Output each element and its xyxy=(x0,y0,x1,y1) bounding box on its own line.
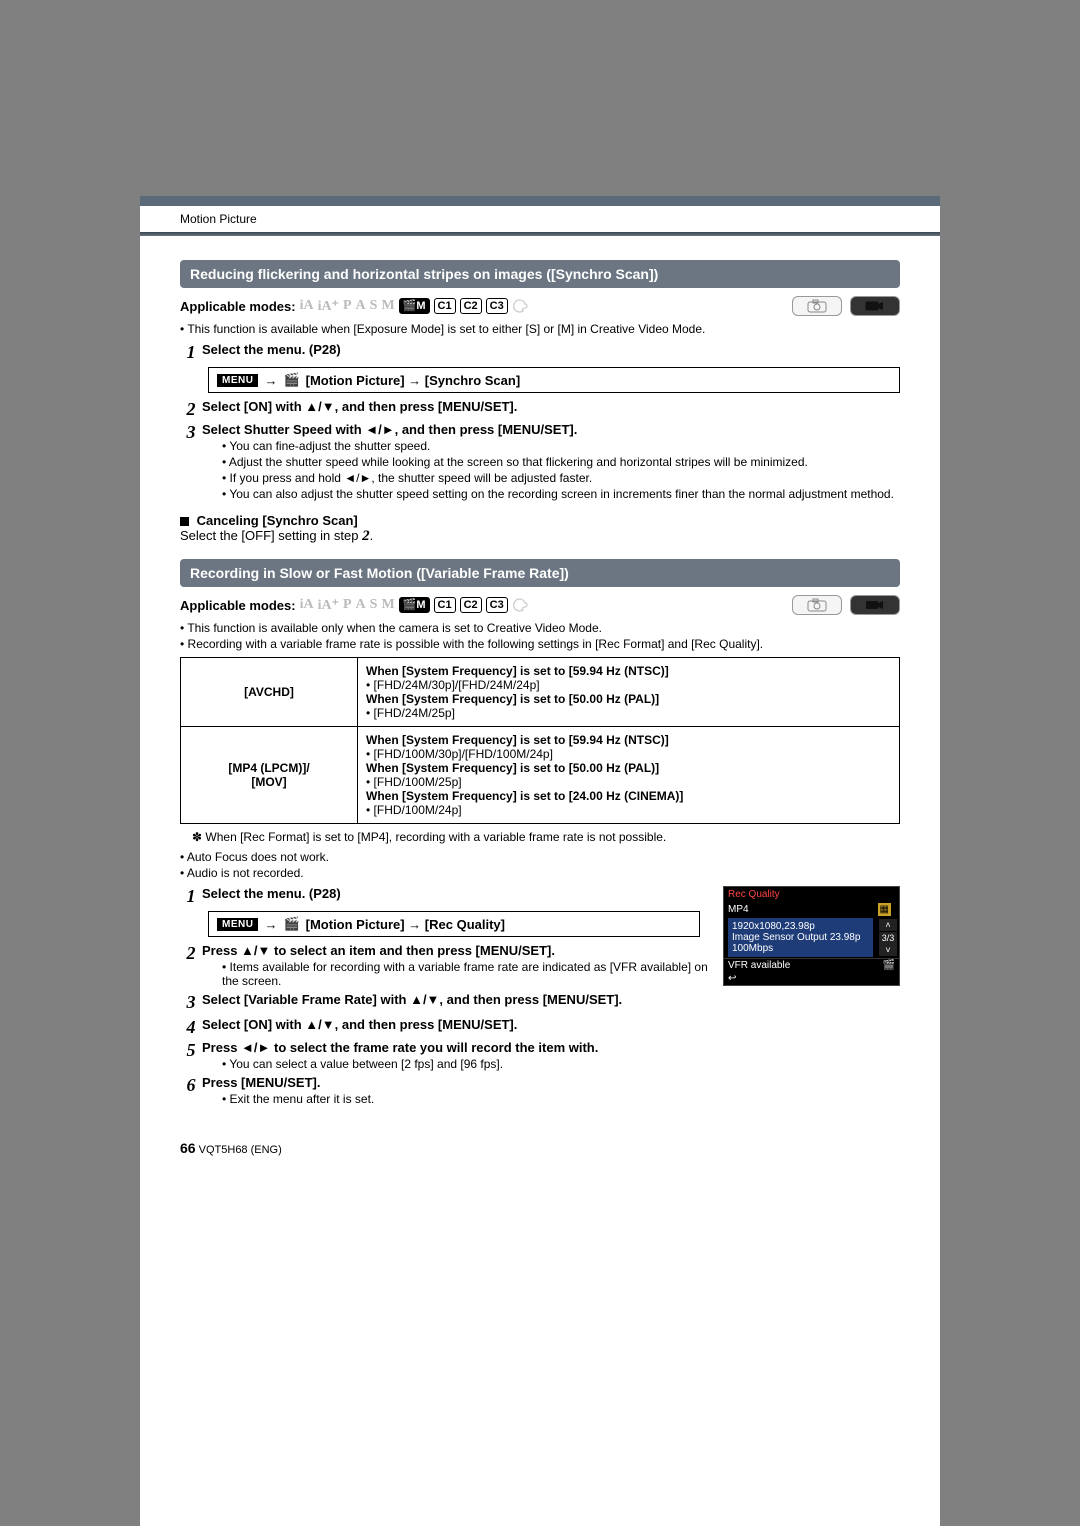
video-mode-icon xyxy=(850,296,900,316)
mode-m-icon: M xyxy=(381,298,394,314)
step-number: 3 xyxy=(180,422,202,443)
note-text: • Audio is not recorded. xyxy=(180,866,900,880)
note-text: • This function is available when [Expos… xyxy=(180,322,900,336)
table-cell-format: [MP4 (LPCM)]/ [MOV] xyxy=(181,727,358,824)
photo-mode-icon xyxy=(792,595,842,615)
table-cell-format: [AVCHD] xyxy=(181,658,358,727)
step-number: 1 xyxy=(180,886,202,907)
menu-path-box: MENU → 🎬 [Motion Picture] → [Synchro Sca… xyxy=(208,367,900,393)
section-title-variable-frame-rate: Recording in Slow or Fast Motion ([Varia… xyxy=(180,559,900,587)
step-text: Select the menu. (P28) xyxy=(202,886,713,901)
table-cell-detail: When [System Frequency] is set to [59.94… xyxy=(358,658,900,727)
step-number: 1 xyxy=(180,342,202,363)
mode-palette-icon xyxy=(512,299,528,313)
format-spec-table: [AVCHD] When [System Frequency] is set t… xyxy=(180,657,900,824)
cancel-heading: Canceling [Synchro Scan] xyxy=(197,513,358,528)
square-bullet-icon xyxy=(180,517,189,526)
asterisk-note: ✽ When [Rec Format] is set to [MP4], rec… xyxy=(192,830,900,844)
mode-palette-icon xyxy=(512,598,528,612)
sub-bullet: • You can also adjust the shutter speed … xyxy=(222,487,900,501)
step-number: 3 xyxy=(180,992,202,1013)
sub-bullet: • You can select a value between [2 fps]… xyxy=(222,1057,900,1071)
photo-mode-icon xyxy=(792,296,842,316)
menu-badge: MENU xyxy=(217,374,258,387)
menu-path-box: MENU → 🎬 [Motion Picture] → [Rec Quality… xyxy=(208,911,700,937)
scroll-down-icon: ˅ xyxy=(879,944,897,956)
mode-c3-icon: C3 xyxy=(486,597,508,613)
motion-picture-icon: 🎬 xyxy=(283,916,299,932)
applicable-modes-row-1: Applicable modes: iA iA⁺ P A S M 🎬M C1 C… xyxy=(180,296,900,316)
mode-c2-icon: C2 xyxy=(460,298,482,314)
sub-bullet: • Exit the menu after it is set. xyxy=(222,1092,900,1106)
step-text: Press ▲/▼ to select an item and then pre… xyxy=(202,943,713,958)
mode-c3-icon: C3 xyxy=(486,298,508,314)
step-text: Select [Variable Frame Rate] with ▲/▼, a… xyxy=(202,992,900,1007)
sub-bullet: • Adjust the shutter speed while looking… xyxy=(222,455,900,469)
menu-badge: MENU xyxy=(217,918,258,931)
mode-creative-video-icon: 🎬M xyxy=(399,597,430,613)
scroll-up-icon: ˄ xyxy=(879,919,897,931)
note-text: • Auto Focus does not work. xyxy=(180,850,900,864)
note-text: • This function is available only when t… xyxy=(180,621,900,635)
step-number: 5 xyxy=(180,1040,202,1061)
mode-c1-icon: C1 xyxy=(434,597,456,613)
sub-bullet: • Items available for recording with a v… xyxy=(222,960,713,988)
motion-picture-icon: 🎬 xyxy=(283,372,299,388)
step-number: 2 xyxy=(180,399,202,420)
codec-badge-icon: ▦ xyxy=(878,903,891,916)
sub-bullet: • If you press and hold ◄/►, the shutter… xyxy=(222,471,900,485)
mode-c2-icon: C2 xyxy=(460,597,482,613)
section-title-synchro-scan: Reducing flickering and horizontal strip… xyxy=(180,260,900,288)
sub-bullet: • You can fine-adjust the shutter speed. xyxy=(222,439,900,453)
step-text: Press ◄/► to select the frame rate you w… xyxy=(202,1040,900,1055)
video-mode-icon xyxy=(850,595,900,615)
step-number: 4 xyxy=(180,1017,202,1038)
mode-p-icon: P xyxy=(343,298,352,314)
breadcrumb: Motion Picture xyxy=(140,206,940,232)
mode-c1-icon: C1 xyxy=(434,298,456,314)
page-indicator: 3/3 xyxy=(879,932,897,944)
page-footer: 66 VQT5H68 (ENG) xyxy=(140,1130,940,1176)
step-text: Press [MENU/SET]. xyxy=(202,1075,900,1090)
mode-a-icon: A xyxy=(356,298,366,314)
step-text: Select Shutter Speed with ◄/►, and then … xyxy=(202,422,900,437)
table-cell-detail: When [System Frequency] is set to [59.94… xyxy=(358,727,900,824)
step-text: Select [ON] with ▲/▼, and then press [ME… xyxy=(202,1017,900,1032)
step-text: Select the menu. (P28) xyxy=(202,342,900,357)
back-icon: ↩ xyxy=(728,973,736,984)
applicable-modes-row-2: Applicable modes: iAiA⁺ PA SM 🎬M C1 C2 C… xyxy=(180,595,900,615)
step-number: 2 xyxy=(180,943,202,964)
mode-ia-icon: iA xyxy=(300,298,314,314)
mode-creative-video-icon: 🎬M xyxy=(399,298,430,314)
cancel-body: Select the [OFF] setting in step 2. xyxy=(180,528,900,545)
step-number: 6 xyxy=(180,1075,202,1096)
note-text: • Recording with a variable frame rate i… xyxy=(180,637,900,651)
lcd-preview: Rec Quality MP4▦ 1920x1080,23.98p Image … xyxy=(723,886,900,986)
vfr-badge-icon: 🎬 xyxy=(883,960,895,971)
step-text: Select [ON] with ▲/▼, and then press [ME… xyxy=(202,399,900,414)
lcd-header: Rec Quality xyxy=(724,887,899,902)
mode-s-icon: S xyxy=(370,298,378,314)
mode-iaplus-icon: iA⁺ xyxy=(318,298,339,315)
